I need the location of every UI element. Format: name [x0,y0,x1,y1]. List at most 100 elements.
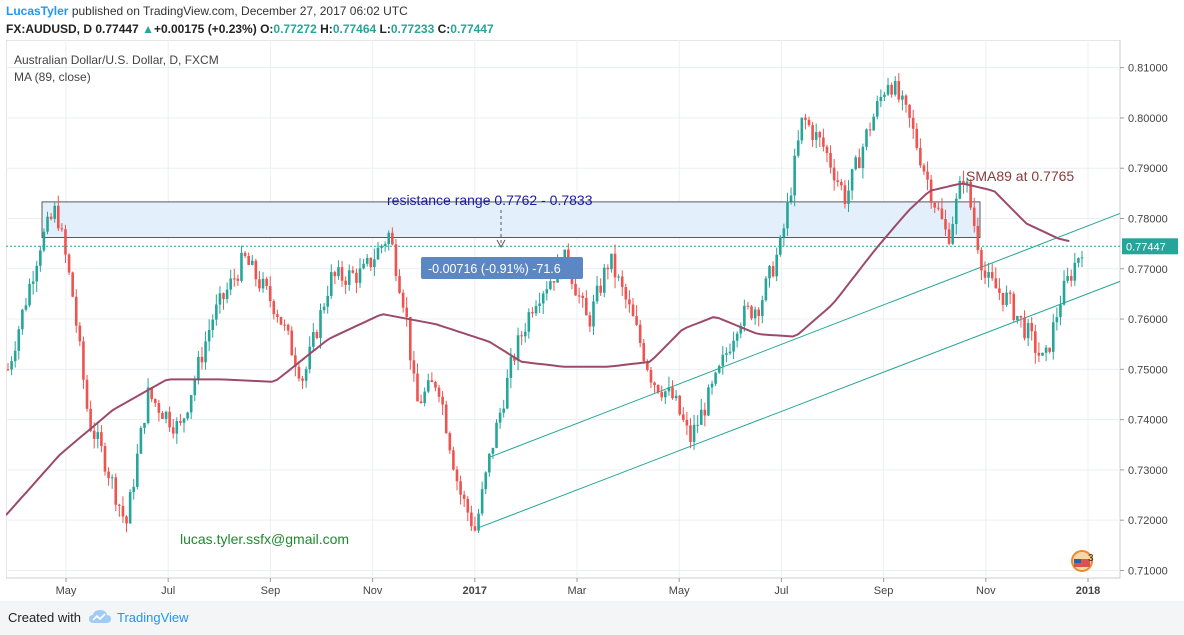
candle-body [595,285,599,302]
candle-body [585,297,588,316]
author-link[interactable]: LucasTyler [6,4,69,18]
candle-body [671,387,674,399]
candle-body [940,208,944,219]
candle-body [983,270,987,278]
candle-body [143,422,146,428]
x-tick-label: Jul [774,585,788,597]
candle-body [505,377,509,409]
legend: Australian Dollar/U.S. Dollar, D, FXCM M… [14,53,219,84]
sma89-line[interactable] [5,182,1070,516]
candle-body [430,380,434,383]
candle-body [96,432,100,439]
open-value: 0.77272 [273,22,317,36]
candle-body [807,119,811,126]
x-tick-label: 2018 [1076,585,1100,597]
candle-body [380,245,383,248]
candle-body [689,425,692,442]
candle-body [373,259,376,268]
candle-body [937,207,940,209]
candle-body [286,324,290,331]
candle-body [743,305,746,326]
candle-body [484,472,488,490]
candle-body [92,430,96,439]
candle-body [703,409,707,416]
candle-body [825,146,829,153]
measure-box[interactable] [421,257,583,279]
candle-body [225,289,229,299]
x-axis[interactable]: May Jul Sep Nov 2017 Mar May Jul Sep Nov 2018 [56,578,1101,597]
candle-body [416,373,419,402]
high-value: 0.77464 [332,22,377,36]
candle-body [74,296,78,326]
candle-body [664,391,667,398]
candle-body [531,312,534,314]
candle-body [100,432,103,447]
candle-body [473,526,477,531]
candle-body [46,216,49,232]
candle-body [103,446,107,472]
email-note[interactable]: lucas.tyler.ssfx@gmail.com [180,531,349,547]
y-tick-label: 0.75000 [1128,364,1168,376]
candle-body [847,190,850,204]
x-tick-label: Nov [976,585,996,597]
candle-body [660,392,664,398]
candle-body [139,427,143,454]
indicator-label: MA (89, close) [14,70,91,84]
candle-body [775,254,778,277]
candle-body [653,382,656,386]
event-badge[interactable]: 3 [1071,550,1094,572]
candle-body [229,278,233,290]
x-tick-label: Mar [568,585,587,597]
price-chart[interactable]: resistance range 0.7762 - 0.7833 -0.0071… [5,39,1178,600]
candle-body [42,231,46,251]
tradingview-link[interactable]: TradingView [117,610,189,625]
candle-body [951,224,954,244]
tradingview-cloud-icon[interactable] [88,609,112,625]
candle-body [391,232,394,245]
candle-body [383,244,387,246]
candle-body [904,95,908,105]
candle-body [312,331,315,347]
candle-body [613,253,617,278]
candle-body [265,278,268,287]
candle-body [35,265,39,282]
candle-body [462,494,466,499]
candle-body [509,356,513,378]
channel-line[interactable] [478,280,1121,529]
candle-body [581,295,585,298]
publish-line: LucasTyler published on TradingView.com,… [6,4,408,18]
candle-body [832,167,836,181]
candle-body [161,412,164,419]
x-tick-label: May [669,585,690,597]
candle-body [171,427,175,434]
candle-body [714,372,717,384]
channel-line[interactable] [489,213,1121,458]
candle-body [67,254,71,273]
resistance-label[interactable]: resistance range 0.7762 - 0.7833 [387,192,593,208]
candle-body [362,263,365,269]
y-tick-label: 0.71000 [1128,565,1168,577]
candle-body [692,424,696,442]
sma-label[interactable]: SMA89 at 0.7765 [966,168,1074,184]
candle-body [419,401,423,404]
candle-body [804,117,807,120]
candle-body [189,395,193,413]
candle-body [168,411,171,428]
candle-body [488,453,491,473]
last-price-tag: 0.77447 [1122,238,1178,255]
candle-body [477,513,480,531]
candle-body [21,309,24,330]
candle-body [326,295,329,307]
candle-body [466,498,470,513]
candle-body [107,471,110,479]
candle-body [746,305,750,307]
candle-body [204,341,207,363]
resistance-zone[interactable] [41,201,981,239]
y-axis[interactable]: 0.81000 0.80000 0.79000 0.78000 0.77000 0.760… [1120,63,1168,578]
chart-area[interactable]: resistance range 0.7762 - 0.7833 -0.0071… [5,39,1178,600]
candle-body [620,276,624,288]
candle-body [24,305,28,310]
candle-body [110,477,114,479]
candle-body [915,128,919,149]
channel-lines[interactable] [478,213,1121,529]
